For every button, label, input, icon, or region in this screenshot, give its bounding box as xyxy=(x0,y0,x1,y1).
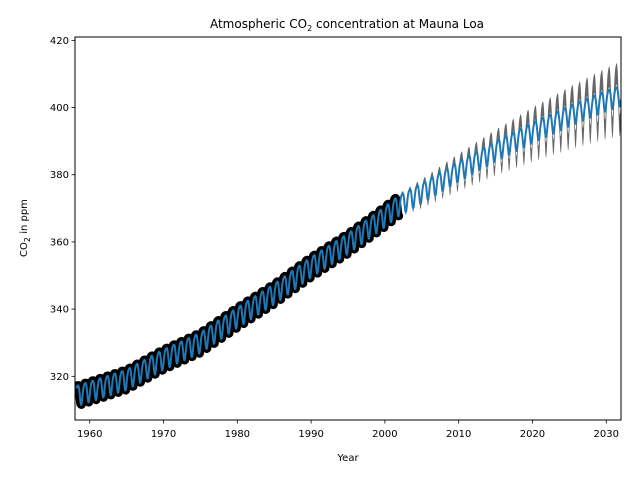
y-axis: 320 340 360 380 400 420 xyxy=(50,36,75,383)
plot-area xyxy=(75,63,621,409)
x-tick-label: 2020 xyxy=(520,429,545,440)
x-tick-label: 1970 xyxy=(151,429,176,440)
y-tick-label: 340 xyxy=(50,305,69,316)
y-tick-label: 320 xyxy=(50,372,69,383)
uncertainty-band xyxy=(399,63,621,216)
x-tick-label: 2010 xyxy=(446,429,471,440)
x-axis-label: Year xyxy=(336,453,359,464)
x-tick-label: 1980 xyxy=(225,429,250,440)
prediction-series xyxy=(75,86,621,406)
axes-frame xyxy=(74,36,622,421)
x-tick-label: 2000 xyxy=(372,429,397,440)
y-tick-label: 420 xyxy=(50,36,69,47)
y-tick-label: 360 xyxy=(50,237,69,248)
y-tick-label: 400 xyxy=(50,103,69,114)
y-tick-label: 380 xyxy=(50,170,69,181)
y-axis-label: CO2 in ppm xyxy=(19,199,32,257)
x-tick-label: 1960 xyxy=(77,429,102,440)
x-tick-label: 2030 xyxy=(594,429,619,440)
chart-title: Atmospheric CO2 concentration at Mauna L… xyxy=(210,17,484,33)
x-tick-label: 1990 xyxy=(298,429,323,440)
x-axis: 1960 1970 1980 1990 2000 2010 2020 2030 xyxy=(77,420,619,440)
